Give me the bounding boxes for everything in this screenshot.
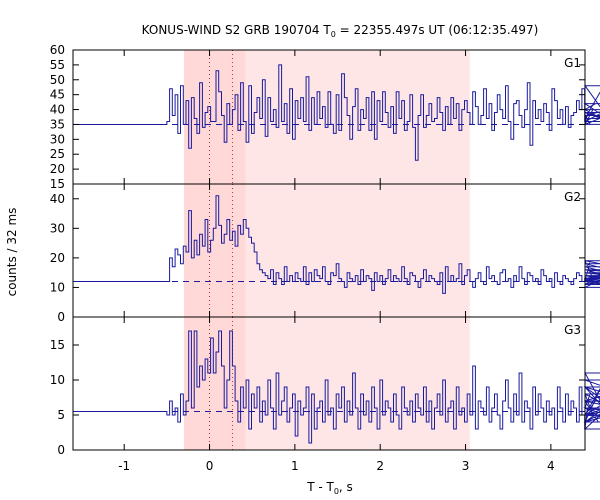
y-tick-label: 40 xyxy=(50,103,65,117)
y-tick-label: 15 xyxy=(50,338,65,352)
panel-frame xyxy=(72,316,586,451)
peak-interval xyxy=(183,50,246,184)
x-tick-label: 3 xyxy=(462,459,470,473)
peak-interval xyxy=(183,317,246,450)
y-tick-label: 10 xyxy=(50,373,65,387)
y-tick-label: 30 xyxy=(50,132,65,146)
x-tick-labels: -1 0 1 2 3 4 xyxy=(118,459,554,473)
y-tick-label: 25 xyxy=(50,147,65,161)
x-tick-label: 0 xyxy=(206,459,214,473)
x-axis-label: T - T0, s xyxy=(306,480,353,496)
panel-g2: 0 10 20 30 40 G2 xyxy=(50,183,600,324)
y-tick-label: 45 xyxy=(50,88,65,102)
y-tick-label: 30 xyxy=(50,221,65,235)
x-tick-label: 4 xyxy=(547,459,555,473)
count-series xyxy=(73,64,600,161)
panel-label: G2 xyxy=(564,190,581,204)
count-series xyxy=(73,195,600,294)
chart-title: KONUS-WIND S2 GRB 190704 T0 = 22355.497s… xyxy=(142,23,539,39)
y-tick-label: 10 xyxy=(50,280,65,294)
y-tick-label: 20 xyxy=(50,162,65,176)
x-tick-label: -1 xyxy=(118,459,130,473)
y-axis-label: counts / 32 ms xyxy=(5,208,19,297)
y-tick-label: 20 xyxy=(50,251,65,265)
y-tick-label: 60 xyxy=(50,43,65,57)
y-tick-label: 0 xyxy=(57,310,65,324)
x-tick-label: 2 xyxy=(376,459,384,473)
y-tick-label: 55 xyxy=(50,58,65,72)
y-tick-label: 50 xyxy=(50,73,65,87)
panel-g3: 0 5 10 15 G3 xyxy=(50,316,600,457)
y-tick-label: 5 xyxy=(57,408,65,422)
count-series xyxy=(73,330,600,444)
y-tick-label: 35 xyxy=(50,117,65,131)
peak-interval xyxy=(183,184,246,317)
y-tick-label: 0 xyxy=(57,443,65,457)
x-tick-label: 1 xyxy=(291,459,299,473)
panel-label: G1 xyxy=(564,56,581,70)
y-tick-label: 40 xyxy=(50,192,65,206)
y-tick-label: 15 xyxy=(50,177,65,191)
panel-label: G3 xyxy=(564,323,581,337)
